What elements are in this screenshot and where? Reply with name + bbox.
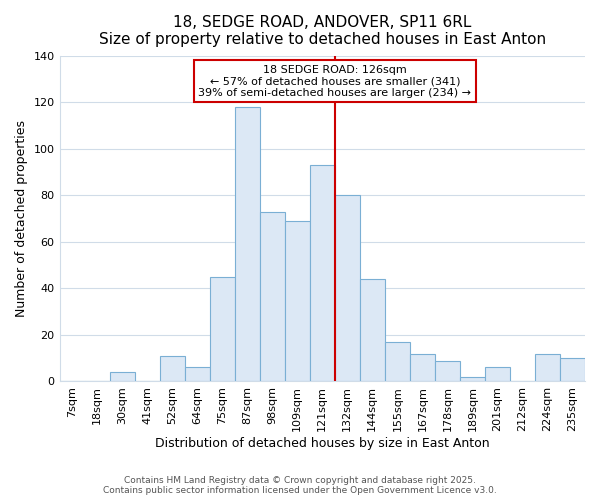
Bar — [335, 195, 360, 382]
Title: 18, SEDGE ROAD, ANDOVER, SP11 6RL
Size of property relative to detached houses i: 18, SEDGE ROAD, ANDOVER, SP11 6RL Size o… — [99, 15, 546, 48]
Bar — [235, 106, 260, 382]
Bar — [360, 279, 385, 382]
Bar — [460, 377, 485, 382]
Bar — [385, 342, 410, 382]
Bar — [310, 165, 335, 382]
Bar — [110, 372, 134, 382]
X-axis label: Distribution of detached houses by size in East Anton: Distribution of detached houses by size … — [155, 437, 490, 450]
Bar — [209, 276, 235, 382]
Bar — [285, 221, 310, 382]
Bar — [410, 354, 435, 382]
Bar — [160, 356, 185, 382]
Bar — [560, 358, 585, 382]
Text: 18 SEDGE ROAD: 126sqm
← 57% of detached houses are smaller (341)
39% of semi-det: 18 SEDGE ROAD: 126sqm ← 57% of detached … — [198, 65, 471, 98]
Bar — [485, 368, 510, 382]
Text: Contains HM Land Registry data © Crown copyright and database right 2025.
Contai: Contains HM Land Registry data © Crown c… — [103, 476, 497, 495]
Bar — [185, 368, 209, 382]
Bar — [535, 354, 560, 382]
Y-axis label: Number of detached properties: Number of detached properties — [15, 120, 28, 317]
Bar — [435, 360, 460, 382]
Bar — [260, 212, 285, 382]
